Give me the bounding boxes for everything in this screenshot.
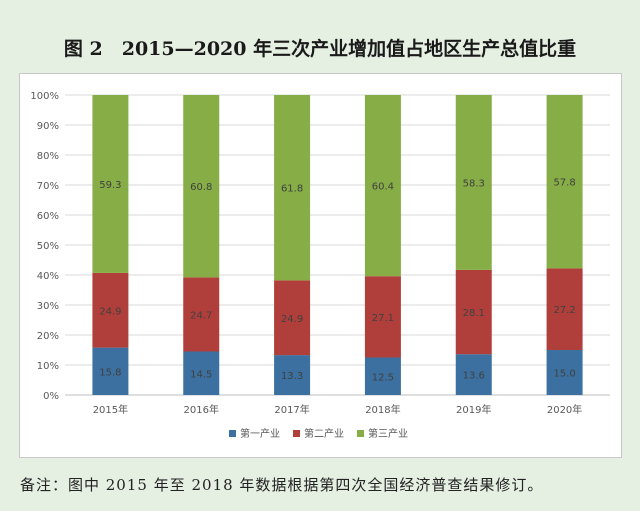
bar-segment <box>364 276 401 358</box>
x-tick-label: 2015年 <box>93 403 128 416</box>
bar-segment <box>455 95 492 270</box>
data-label: 14.5 <box>190 369 212 380</box>
data-label: 28.1 <box>463 308 485 319</box>
data-label: 13.3 <box>281 371 303 382</box>
data-label: 12.5 <box>372 372 394 383</box>
x-tick-label: 2016年 <box>184 403 219 416</box>
bars: 15.8 24.9 59.3 14.5 24.7 60.8 13.3 24.9 61.8 12.5… <box>92 95 583 395</box>
x-tick-label: 2019年 <box>456 403 491 416</box>
y-tick-label: 20% <box>37 331 59 342</box>
y-tick-label: 60% <box>37 211 59 222</box>
y-tick-label: 70% <box>37 181 59 192</box>
bar-segment <box>92 272 129 348</box>
data-label: 61.8 <box>281 184 303 195</box>
x-tick-label: 2020年 <box>547 403 582 416</box>
data-label: 60.8 <box>190 182 212 193</box>
bar-segment <box>183 277 220 352</box>
data-label: 13.6 <box>463 371 485 382</box>
legend-label: 第三产业 <box>368 427 408 440</box>
legend-label: 第二产业 <box>304 427 344 440</box>
bar-segment <box>183 95 220 278</box>
data-label: 24.9 <box>99 306 121 317</box>
chart-panel: 15.8 24.9 59.3 14.5 24.7 60.8 13.3 24.9 61.8 12.5… <box>19 73 622 458</box>
bar-segment <box>546 268 583 350</box>
grid-lines <box>65 94 610 396</box>
data-label: 57.8 <box>553 178 575 189</box>
y-tick-label: 100% <box>30 91 59 102</box>
bar-segment <box>274 95 311 281</box>
y-tick-label: 10% <box>37 361 59 372</box>
bar-segment <box>364 357 401 395</box>
x-axis-labels: 2015年 2016年 2017年 2018年 2019年 2020年 <box>93 403 583 416</box>
bar-segment <box>92 347 129 395</box>
y-tick-label: 40% <box>37 271 59 282</box>
y-tick-label: 50% <box>37 241 59 252</box>
legend-swatch <box>357 430 364 437</box>
chart-title: 图 2 2015—2020 年三次产业增加值占地区生产总值比重 <box>63 38 577 60</box>
data-label: 24.9 <box>281 314 303 325</box>
footnote: 备注：图中 2015 年至 2018 年数据根据第四次全国经济普查结果修订。 <box>20 476 544 494</box>
bar-segment <box>364 95 401 277</box>
y-tick-label: 90% <box>37 121 59 132</box>
data-label: 15.0 <box>553 369 575 380</box>
bar-segment <box>546 95 583 269</box>
data-label: 59.3 <box>99 180 121 191</box>
bar-segment <box>546 350 583 395</box>
y-tick-label: 30% <box>37 301 59 312</box>
legend: 第一产业 第二产业 第三产业 <box>229 427 408 440</box>
bar-segment <box>455 269 492 355</box>
data-label: 15.8 <box>99 367 121 378</box>
bar-segment <box>274 280 311 356</box>
y-tick-label: 0% <box>43 391 59 402</box>
bar-segment <box>92 95 129 273</box>
y-tick-label: 80% <box>37 151 59 162</box>
y-axis-labels: 0% 10% 20% 30% 40% 50% 60% 70% 80% 90% 100% <box>30 91 59 402</box>
x-tick-label: 2018年 <box>365 403 400 416</box>
bar-segment <box>455 354 492 395</box>
legend-swatch <box>229 430 236 437</box>
x-tick-label: 2017年 <box>274 403 309 416</box>
data-label: 27.1 <box>372 313 394 324</box>
data-label: 58.3 <box>463 178 485 189</box>
stacked-bar-chart: 15.8 24.9 59.3 14.5 24.7 60.8 13.3 24.9 61.8 12.5… <box>30 91 610 440</box>
legend-swatch <box>293 430 300 437</box>
data-label: 60.4 <box>372 182 394 193</box>
data-label: 27.2 <box>553 305 575 316</box>
data-label: 24.7 <box>190 310 212 321</box>
bar-segment <box>274 355 311 395</box>
bar-segment <box>183 351 220 395</box>
legend-label: 第一产业 <box>240 427 280 440</box>
